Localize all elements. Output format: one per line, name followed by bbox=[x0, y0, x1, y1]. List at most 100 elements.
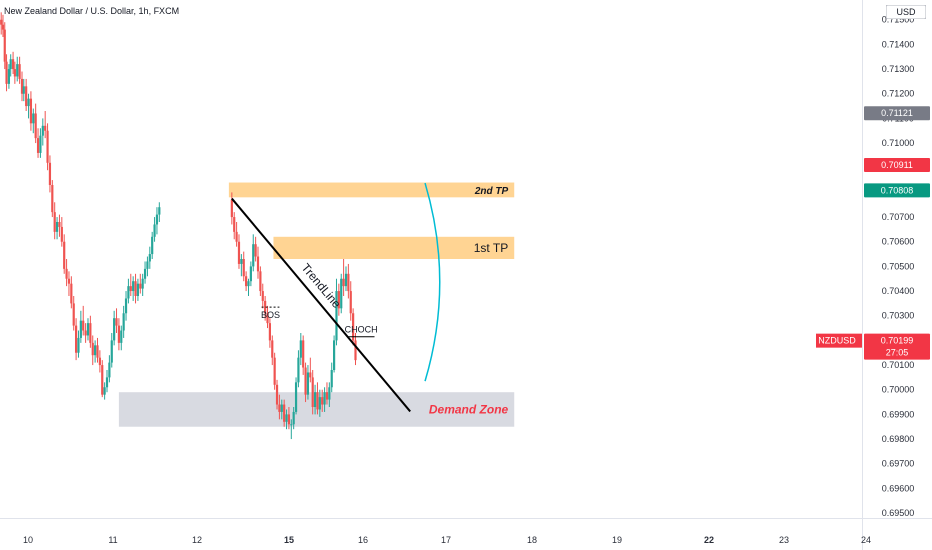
candle-body[interactable] bbox=[249, 266, 252, 282]
candle-body[interactable] bbox=[58, 222, 61, 227]
candle-body[interactable] bbox=[34, 113, 37, 139]
candle-body[interactable] bbox=[94, 345, 97, 356]
candle-body[interactable] bbox=[146, 261, 149, 269]
candle-body[interactable] bbox=[297, 357, 300, 383]
candle-body[interactable] bbox=[25, 86, 28, 107]
candle-body[interactable] bbox=[127, 286, 130, 299]
candle-body[interactable] bbox=[120, 330, 123, 343]
candle-body[interactable] bbox=[105, 377, 109, 388]
candle-body[interactable] bbox=[259, 271, 262, 292]
candle-body[interactable] bbox=[299, 340, 302, 358]
candle-body[interactable] bbox=[67, 278, 71, 284]
candle-body[interactable] bbox=[233, 217, 236, 232]
price-tag[interactable] bbox=[864, 183, 930, 198]
candle-body[interactable] bbox=[9, 59, 12, 70]
candle-body[interactable] bbox=[82, 320, 85, 331]
candle-body[interactable] bbox=[268, 323, 271, 341]
candle-body[interactable] bbox=[275, 384, 279, 405]
candle-body[interactable] bbox=[235, 231, 238, 242]
candle-body[interactable] bbox=[101, 365, 104, 395]
candle-body[interactable] bbox=[252, 244, 255, 267]
candle-body[interactable] bbox=[79, 320, 82, 338]
candle-body[interactable] bbox=[74, 325, 78, 353]
candle-body[interactable] bbox=[306, 372, 310, 395]
candle-body[interactable] bbox=[7, 69, 11, 84]
candle-body[interactable] bbox=[294, 382, 298, 412]
candle-body[interactable] bbox=[292, 411, 295, 425]
candle-body[interactable] bbox=[3, 29, 6, 62]
candle-body[interactable] bbox=[344, 273, 348, 287]
candle-body[interactable] bbox=[309, 372, 312, 378]
candle-body[interactable] bbox=[158, 207, 161, 215]
candle-body[interactable] bbox=[39, 135, 42, 153]
candle-body[interactable] bbox=[89, 323, 92, 343]
candle-body[interactable] bbox=[354, 340, 357, 361]
candle-body[interactable] bbox=[290, 424, 293, 426]
candle-body[interactable] bbox=[29, 98, 33, 124]
candle-body[interactable] bbox=[96, 345, 99, 358]
candle-body[interactable] bbox=[155, 214, 159, 225]
candle-body[interactable] bbox=[48, 162, 52, 185]
candle-body[interactable] bbox=[335, 291, 338, 341]
candle-body[interactable] bbox=[84, 330, 87, 336]
candle-body[interactable] bbox=[285, 414, 288, 422]
candle-body[interactable] bbox=[65, 268, 68, 279]
candle-body[interactable] bbox=[318, 397, 321, 410]
candle-body[interactable] bbox=[13, 69, 16, 77]
candle-body[interactable] bbox=[316, 392, 319, 410]
candle-body[interactable] bbox=[117, 325, 120, 343]
candle-body[interactable] bbox=[278, 404, 281, 412]
candle-body[interactable] bbox=[36, 138, 40, 153]
candle-body[interactable] bbox=[266, 313, 269, 324]
candle-body[interactable] bbox=[287, 414, 291, 425]
candle-body[interactable] bbox=[44, 125, 47, 131]
candle-body[interactable] bbox=[247, 281, 250, 287]
candle-body[interactable] bbox=[323, 392, 326, 405]
candle-body[interactable] bbox=[77, 337, 80, 353]
candle-body[interactable] bbox=[98, 357, 101, 366]
candle-body[interactable] bbox=[110, 340, 113, 363]
candle-body[interactable] bbox=[124, 298, 128, 314]
candle-body[interactable] bbox=[51, 185, 54, 213]
candle-body[interactable] bbox=[273, 357, 276, 385]
candle-body[interactable] bbox=[22, 86, 25, 94]
candle-body[interactable] bbox=[1, 24, 5, 30]
candle-body[interactable] bbox=[86, 323, 90, 336]
candle-body[interactable] bbox=[136, 283, 140, 296]
candle-body[interactable] bbox=[0, 19, 3, 25]
candle-body[interactable] bbox=[60, 226, 63, 242]
candle-body[interactable] bbox=[27, 98, 30, 107]
candle-body[interactable] bbox=[342, 278, 345, 287]
candle-body[interactable] bbox=[11, 59, 15, 70]
zone-1st-tp[interactable] bbox=[273, 236, 515, 259]
candle-body[interactable] bbox=[261, 291, 264, 301]
candle-body[interactable] bbox=[340, 278, 343, 309]
candle-body[interactable] bbox=[264, 300, 267, 314]
candle-body[interactable] bbox=[254, 244, 257, 257]
candle-body[interactable] bbox=[153, 224, 156, 237]
candle-body[interactable] bbox=[20, 78, 24, 94]
candle-body[interactable] bbox=[313, 392, 317, 407]
target-arc[interactable] bbox=[424, 182, 441, 382]
candle-body[interactable] bbox=[16, 64, 19, 77]
candle-body[interactable] bbox=[325, 392, 329, 400]
candle-body[interactable] bbox=[332, 340, 336, 370]
candle-body[interactable] bbox=[70, 283, 73, 304]
candle-body[interactable] bbox=[41, 125, 44, 136]
candle-body[interactable] bbox=[271, 340, 274, 358]
candle-body[interactable] bbox=[283, 404, 286, 422]
candle-body[interactable] bbox=[32, 113, 35, 124]
trendline[interactable] bbox=[231, 197, 411, 413]
candle-body[interactable] bbox=[321, 397, 324, 405]
current-price-tag[interactable] bbox=[864, 333, 930, 360]
candle-body[interactable] bbox=[46, 130, 49, 163]
candle-body[interactable] bbox=[245, 276, 248, 287]
candle-body[interactable] bbox=[349, 291, 352, 314]
candle-body[interactable] bbox=[139, 283, 142, 289]
candle-body[interactable] bbox=[328, 387, 331, 400]
candle-body[interactable] bbox=[134, 281, 137, 296]
currency-tag[interactable]: USD bbox=[886, 5, 926, 19]
candle-body[interactable] bbox=[113, 318, 116, 341]
candle-body[interactable] bbox=[352, 313, 355, 341]
candle-body[interactable] bbox=[256, 256, 260, 272]
